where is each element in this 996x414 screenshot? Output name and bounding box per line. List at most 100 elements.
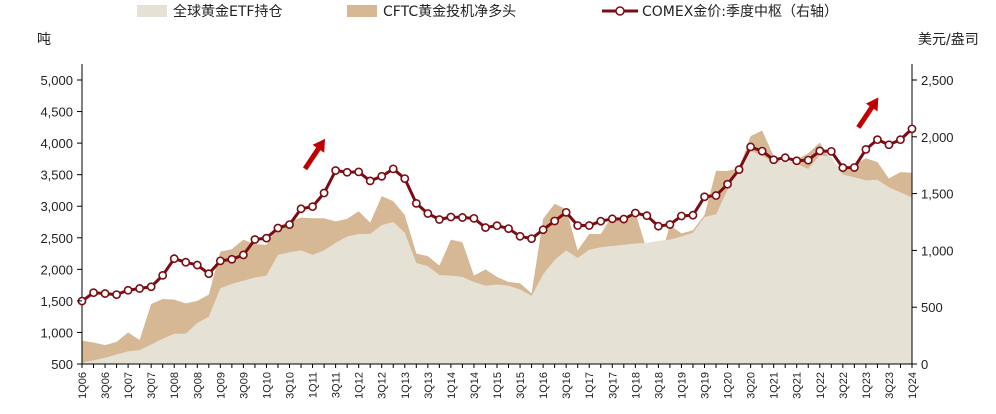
x-tick-label-1Q20: 1Q20 [723,372,735,399]
legend: 全球黄金ETF持仓 CFTC黄金投机净多头 COMEX金价:季度中枢（右轴） [137,3,838,20]
gold-price-point-2Q22 [826,146,836,156]
x-tick-label-1Q17: 1Q17 [584,372,596,399]
x-tick-label-3Q21: 3Q21 [792,372,804,399]
gold-price-point-4Q19 [711,191,721,200]
x-tick-label-1Q24: 1Q24 [907,372,919,399]
left-tick-label-1: 1,000 [40,325,73,340]
gold-price-point-3Q20 [746,142,756,152]
gold-price-point-3Q19 [700,192,709,202]
gold-price-point-3Q07 [146,282,156,292]
gold-price-point-2Q15 [504,224,513,233]
x-tick-label-3Q07: 3Q07 [146,372,158,399]
gold-price-markers [77,124,917,306]
left-tick-label-8: 4,500 [40,105,73,120]
gold-price-point-1Q24 [907,124,917,134]
gold-price-point-4Q12 [388,164,398,174]
gold-price-point-1Q18 [630,208,640,218]
left-tick-label-3: 2,000 [40,262,73,277]
left-tick-label-4: 2,500 [40,231,73,246]
x-tick-label-1Q13: 1Q13 [400,372,412,399]
legend-label-gold: COMEX金价:季度中枢（右轴） [642,4,838,20]
gold-price-point-3Q09 [238,250,248,260]
gold-price-point-2Q21 [780,153,790,163]
gold-price-point-4Q17 [619,214,629,224]
gold-price-point-4Q07 [158,270,168,280]
gold-price-point-3Q22 [838,163,848,173]
gold-price-point-4Q09 [250,235,260,244]
gold-price-point-3Q11 [331,166,341,175]
gold-price-point-3Q08 [192,260,202,270]
gold-price-point-1Q14 [446,212,456,222]
gold-price-point-2Q09 [227,254,237,264]
trend-arrow-head-1 [865,97,879,112]
x-tick-label-3Q08: 3Q08 [192,372,204,399]
gold-price-point-2Q19 [688,210,698,220]
trend-arrow-shaft-0 [302,143,324,171]
left-tick-label-6: 3,500 [40,168,73,183]
left-axis-ticks: 500 1,000 1,500 2,000 2,500 3,000 3,500 4,000 4,… [40,73,82,372]
right-axis-ticks: 0 500 1,000 1,500 2,000 2,500 [912,73,954,372]
gold-price-point-4Q08 [204,269,214,279]
x-tick-label-1Q10: 1Q10 [261,372,273,399]
gold-price-point-1Q22 [815,146,825,156]
gold-price-point-4Q13 [434,215,444,224]
gold-price-point-3Q21 [792,156,802,166]
gold-price-point-2Q23 [873,135,882,145]
x-tick-label-3Q09: 3Q09 [238,372,250,399]
x-axis-ticks: 1Q06 3Q06 1Q07 3Q07 1Q08 3Q08 1Q09 3Q09 1Q10 3Q10… [77,364,919,399]
x-tick-label-3Q17: 3Q17 [607,372,619,399]
gold-price-point-1Q10 [262,233,271,243]
gold-price-point-1Q13 [400,174,410,183]
gold-price-point-3Q23 [884,140,894,150]
right-axis-unit: 美元/盎司 [918,32,979,48]
gold-price-point-1Q08 [169,254,179,264]
gold-price-point-2Q16 [550,216,560,226]
gold-price-point-3Q15 [515,231,525,241]
x-tick-label-1Q11: 1Q11 [308,372,320,398]
gold-price-point-2Q17 [596,216,606,226]
gold-price-point-4Q21 [803,155,813,165]
gold-price-point-3Q12 [377,171,387,181]
right-tick-label-5: 2,500 [921,73,954,88]
left-tick-label-5: 3,000 [40,199,73,214]
gold-price-point-2Q06 [89,288,98,298]
x-tick-label-1Q07: 1Q07 [123,372,135,399]
gold-price-point-3Q14 [469,213,479,223]
trend-arrow-head-0 [312,138,326,153]
gold-price-point-3Q13 [423,209,433,218]
x-tick-label-3Q16: 3Q16 [561,372,573,399]
left-tick-label-2: 1,500 [40,294,73,309]
gold-price-point-1Q21 [769,155,779,165]
x-tick-label-1Q15: 1Q15 [492,372,504,399]
gold-price-point-2Q14 [458,213,467,222]
x-tick-label-1Q16: 1Q16 [538,372,550,399]
x-tick-label-3Q06: 3Q06 [100,372,112,399]
x-tick-label-3Q19: 3Q19 [700,372,712,399]
x-tick-label-3Q10: 3Q10 [285,372,297,399]
x-tick-label-1Q09: 1Q09 [215,372,227,399]
x-tick-label-1Q06: 1Q06 [77,372,89,399]
x-tick-label-3Q20: 3Q20 [746,372,758,399]
annotation-arrows [302,97,879,171]
left-tick-label-9: 5,000 [40,73,73,88]
x-tick-label-1Q23: 1Q23 [861,372,873,399]
gold-price-point-3Q10 [285,220,294,230]
trend-arrow-shaft-1 [856,102,877,129]
legend-label-cftc: CFTC黄金投机净多头 [383,3,516,20]
x-tick-label-1Q12: 1Q12 [354,372,366,399]
legend-swatch-gold-marker [615,6,625,16]
legend-swatch-cftc [347,5,377,17]
gold-price-point-3Q16 [561,207,571,217]
left-tick-label-0: 500 [51,357,73,372]
gold-price-point-2Q12 [365,176,375,186]
gold-price-point-4Q06 [112,290,121,299]
right-tick-label-1: 500 [921,300,943,315]
etf-area [82,150,912,364]
x-tick-label-3Q22: 3Q22 [838,372,850,399]
gold-price-point-4Q20 [757,146,767,156]
x-tick-label-1Q14: 1Q14 [446,372,458,399]
x-tick-label-3Q13: 3Q13 [423,372,435,399]
right-tick-label-4: 2,000 [921,130,954,145]
gold-price-point-2Q10 [273,223,283,233]
